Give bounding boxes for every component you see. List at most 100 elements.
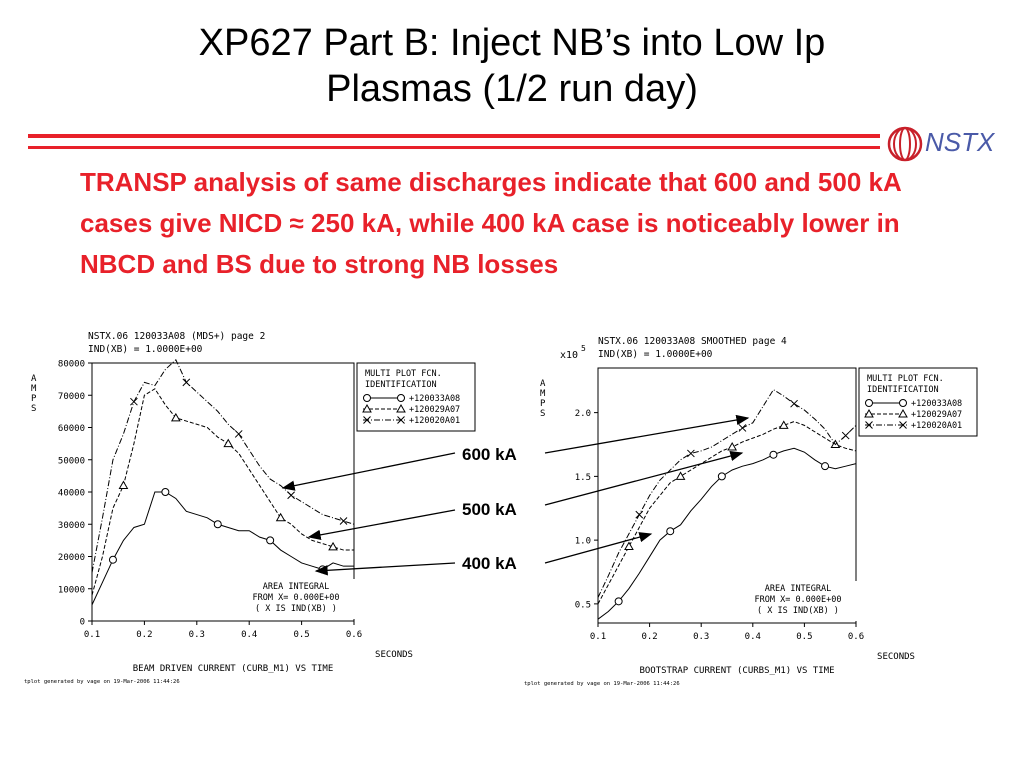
area-integral-text: ( X IS IND(XB) ) [757,606,839,616]
chart-footer: tplot generated by vage on 19-Mar-2006 1… [524,681,680,687]
beam-driven-current-chart: NSTX.06 120033A08 (MDS+) page 2 IND(XB) =… [24,331,476,685]
y-tick-label: 50000 [58,456,85,466]
x-tick-label: 0.5 [293,630,309,640]
data-point-120029A07 [778,420,789,429]
legend-marker [362,403,372,413]
area-integral-box [738,581,858,621]
x-tick-label: 0.5 [796,632,812,642]
slide-title-line2: Plasmas (1/2 run day) [326,68,698,110]
data-point-120033A08 [108,555,117,564]
y-tick-label: 2.0 [575,409,591,419]
data-point-120033A08 [821,462,830,471]
data-point-120020A01 [287,491,295,500]
series-line-120029A07 [597,421,857,605]
data-point-120020A01 [339,517,348,525]
legend-marker [397,394,405,402]
y-axis-label-char: P [31,394,37,404]
legend-entry: +120033A08 [409,394,460,404]
legend-title-1: MULTI PLOT FCN. [867,374,944,384]
data-point-120029A07 [727,442,738,451]
area-integral-text: AREA INTEGRAL [263,582,330,592]
chart-caption: BEAM DRIVEN CURRENT (CURB_M1) VS TIME [133,664,333,674]
y-axis-label-char: M [540,389,546,399]
area-integral-text: AREA INTEGRAL [765,584,832,594]
legend-title-1: MULTI PLOT FCN. [365,369,442,379]
x-tick-label: 0.1 [84,630,100,640]
data-point-120029A07 [170,412,181,422]
legend-marker [898,408,908,418]
data-point-120033A08 [266,536,275,545]
y-tick-label: 0.5 [575,600,591,610]
y-axis-label-char: M [31,384,37,394]
data-point-120033A08 [614,597,623,606]
slide-title-line1: XP627 Part B: Inject NB’s into Low Ip [198,22,826,64]
data-point-120033A08 [213,520,222,529]
x-tick-label: 0.3 [693,632,709,642]
data-point-120029A07 [118,480,129,490]
data-point-120033A08 [666,527,675,536]
arrow-500-left [307,509,456,540]
legend-marker [865,399,873,407]
data-point-120020A01 [635,510,644,519]
data-point-120020A01 [841,431,850,440]
series-line-120033A08 [91,491,354,606]
data-point-120020A01 [130,397,138,406]
y-axis-label-char: S [540,409,545,419]
legend-marker [397,416,405,424]
area-integral-text: ( X IS IND(XB) ) [255,604,337,614]
data-point-120020A01 [738,424,747,432]
y-tick-label: 0 [80,618,85,628]
legend-marker [865,421,873,429]
y-tick-label: 40000 [58,489,85,499]
y-axis-label-char: A [31,374,37,384]
y-tick-label: 80000 [58,360,85,370]
data-point-120033A08 [161,488,170,496]
y-multiplier: x10 [560,350,578,361]
y-tick-label: 1.5 [575,473,591,483]
y-tick-label: 70000 [58,392,85,402]
y-tick-label: 60000 [58,424,85,434]
x-axis-label: SECONDS [877,652,915,662]
nstx-logo-icon [887,126,923,162]
x-tick-label: 0.3 [189,630,205,640]
data-point-120029A07 [675,471,686,480]
data-point-120029A07 [275,512,286,522]
chart-footer: tplot generated by vage on 19-Mar-2006 1… [24,679,180,685]
y-tick-label: 1.0 [575,537,591,547]
arrow-500-right [544,450,744,506]
x-axis-label: SECONDS [375,650,413,660]
series-line-120020A01 [91,358,355,573]
legend-marker [899,399,907,407]
y-axis-label-char: S [31,404,36,414]
y-multiplier-exponent: 5 [581,344,586,353]
data-point-120029A07 [328,541,338,551]
legend-marker [864,408,874,418]
legend-title-2: IDENTIFICATION [365,380,437,390]
x-tick-label: 0.4 [241,630,257,640]
x-tick-label: 0.1 [590,632,606,642]
legend-entry: +120033A08 [911,399,962,409]
legend-marker [363,416,371,424]
chart-header-line1: NSTX.06 120033A08 (MDS+) page 2 [88,331,265,342]
legend-marker [363,394,371,402]
data-point-120033A08 [769,450,778,459]
chart-caption: BOOTSTRAP CURRENT (CURBS_M1) VS TIME [639,666,834,676]
series-line-120033A08 [597,447,857,620]
data-point-120033A08 [717,472,726,481]
legend-entry: +120020A01 [911,421,962,431]
plot-frame [597,367,857,624]
chart-header-line1: NSTX.06 120033A08 SMOOTHED page 4 [598,336,787,347]
title-rule-top [28,134,880,138]
arrow-600-left [281,452,456,491]
annotation-600ka: 600 kA [462,445,517,464]
arrow-400-right [544,532,653,564]
data-point-120020A01 [234,430,243,438]
area-integral-text: FROM X= 0.000E+00 [253,593,340,603]
chart-header-line2: IND(XB) = 1.0000E+00 [598,349,713,360]
x-tick-label: 0.6 [346,630,362,640]
y-tick-label: 20000 [58,553,85,563]
legend-title-2: IDENTIFICATION [867,385,939,395]
annotation-500ka: 500 kA [462,500,517,519]
slide-title: XP627 Part B: Inject NB’s into Low Ip Pl… [80,20,944,112]
